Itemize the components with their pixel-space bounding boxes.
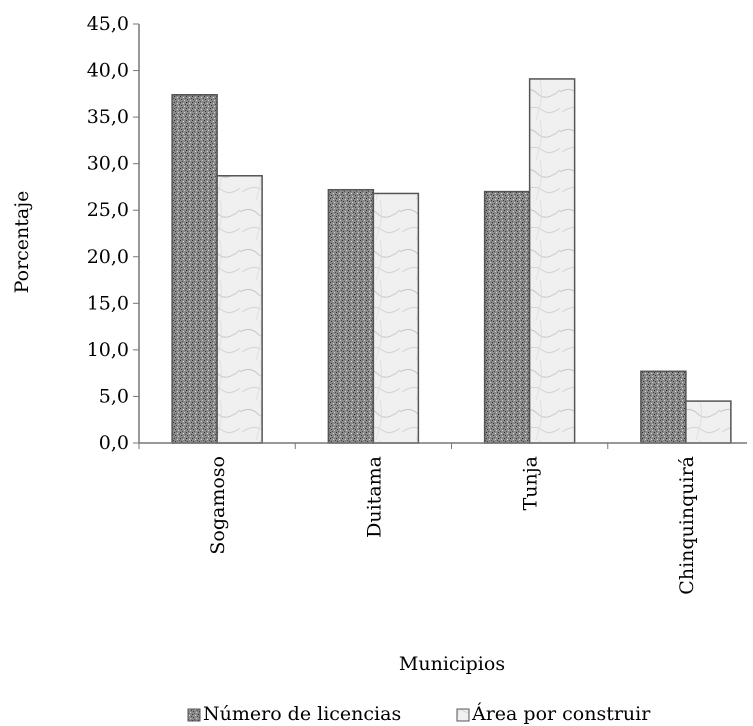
- bar-área-por-construir-2: [528, 78, 576, 444]
- y-tick-label: 20,0: [87, 246, 129, 268]
- y-tick-label: 15,0: [87, 292, 129, 314]
- y-tick-label: 10,0: [87, 339, 129, 361]
- legend-label-0: Número de licencias: [203, 703, 401, 725]
- x-axis-ticks: Sogamoso Duitama Tunja Chinquinquirá: [138, 443, 698, 595]
- axes: [138, 24, 747, 444]
- bar-área-por-construir-1: [372, 192, 420, 444]
- y-tick-label: 25,0: [87, 199, 129, 221]
- x-axis-title: Municipios: [399, 653, 505, 675]
- bar-número-de-licencias-2: [483, 190, 531, 444]
- y-tick-label: 40,0: [87, 60, 129, 82]
- x-tick-label: Sogamoso: [207, 456, 229, 555]
- bar-número-de-licencias-1: [327, 188, 375, 444]
- y-tick-label: 0,0: [99, 432, 129, 454]
- x-tick-label: Chinquinquirá: [676, 456, 698, 595]
- y-tick-label: 35,0: [87, 106, 129, 128]
- bars: [171, 78, 732, 444]
- y-tick-label: 5,0: [99, 385, 129, 407]
- x-tick-label: Tunja: [520, 456, 542, 510]
- legend-swatch-1: [456, 708, 470, 722]
- x-tick-label: Duitama: [363, 456, 385, 538]
- legend: Número de licencias Área por construir: [187, 702, 651, 725]
- legend-swatch-0: [187, 708, 201, 722]
- bar-área-por-construir-0: [216, 175, 263, 444]
- bar-área-por-construir-3: [685, 400, 732, 444]
- y-tick-label: 30,0: [87, 153, 129, 175]
- y-axis-ticks: 0,0 5,0 10,0 15,0 20,0 25,0 30,0 35,0 40,0 45,0: [87, 13, 139, 454]
- y-tick-label: 45,0: [87, 13, 129, 35]
- y-axis-title: Porcentaje: [11, 191, 33, 294]
- bar-número-de-licencias-3: [640, 370, 687, 444]
- legend-label-1: Área por construir: [471, 702, 651, 725]
- bar-número-de-licencias-0: [171, 94, 218, 444]
